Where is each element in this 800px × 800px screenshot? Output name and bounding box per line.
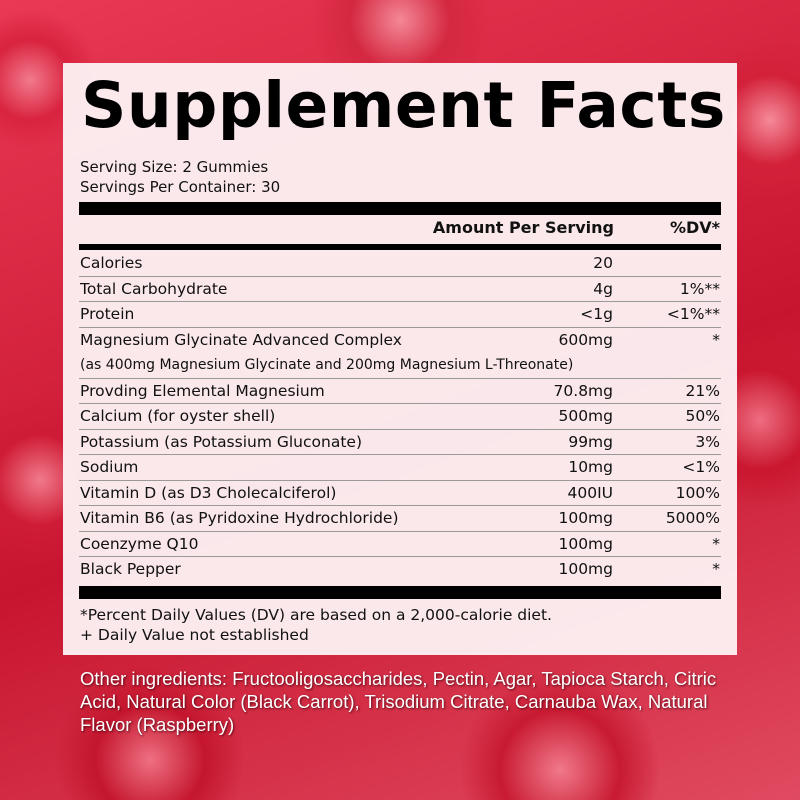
title: Supplement Facts bbox=[81, 69, 726, 142]
nutrient-amount: 10mg bbox=[568, 458, 613, 476]
divider-bottom bbox=[79, 586, 721, 599]
nutrient-name: Provding Elemental Magnesium bbox=[80, 381, 325, 400]
nutrient-dv: 3% bbox=[695, 432, 720, 451]
nutrient-dv: <1%** bbox=[666, 305, 720, 323]
table-row: Provding Elemental Magnesium 70.8mg 21% bbox=[79, 379, 721, 404]
table-row: Protein <1g <1%** bbox=[79, 302, 721, 328]
table-row: Potassium (as Potassium Gluconate) 99mg 3% bbox=[79, 430, 721, 455]
nutrient-dv: 21% bbox=[685, 381, 720, 400]
nutrient-name: Calories bbox=[80, 254, 143, 272]
nutrient-name: Coenzyme Q10 bbox=[80, 534, 199, 553]
nutrient-dv: <1% bbox=[682, 458, 720, 476]
supplement-facts-panel: Supplement Facts Serving Size: 2 Gummies… bbox=[63, 63, 737, 655]
nutrient-amount: 600mg bbox=[558, 330, 613, 349]
table-row: Calcium (for oyster shell) 500mg 50% bbox=[79, 404, 721, 430]
nutrient-amount: <1g bbox=[580, 305, 613, 323]
nutrient-dv: * bbox=[712, 534, 720, 553]
nutrient-name: Calcium (for oyster shell) bbox=[80, 407, 276, 425]
nutrient-dv: * bbox=[712, 330, 720, 349]
servings-per-container: Servings Per Container: 30 bbox=[80, 178, 281, 196]
nutrient-detail: (as 400mg Magnesium Glycinate and 200mg … bbox=[80, 356, 574, 373]
nutrient-dv: * bbox=[712, 560, 720, 578]
table-row: Black Pepper 100mg * bbox=[79, 557, 721, 583]
nutrient-amount: 70.8mg bbox=[553, 381, 613, 400]
other-ingredients: Other ingredients: Fructooligosaccharide… bbox=[80, 668, 717, 735]
nutrient-amount: 100mg bbox=[558, 560, 613, 578]
nutrient-name: Vitamin D (as D3 Cholecalciferol) bbox=[80, 483, 337, 502]
nutrient-name: Total Carbohydrate bbox=[80, 279, 228, 298]
nutrient-dv: 1%** bbox=[679, 279, 720, 298]
table-row: Vitamin B6 (as Pyridoxine Hydrochloride)… bbox=[79, 506, 721, 532]
nutrient-amount: 400IU bbox=[567, 483, 613, 502]
footnote-not-established: + Daily Value not established bbox=[80, 626, 309, 644]
header-dv: %DV* bbox=[669, 218, 720, 237]
divider-thick bbox=[79, 202, 721, 215]
divider-medium bbox=[79, 244, 721, 250]
table-row: Coenzyme Q10 100mg * bbox=[79, 532, 721, 557]
nutrient-amount: 100mg bbox=[558, 509, 613, 527]
nutrient-name: Black Pepper bbox=[80, 560, 181, 578]
serving-size: Serving Size: 2 Gummies bbox=[80, 158, 269, 176]
nutrient-dv: 5000% bbox=[665, 509, 720, 527]
nutrient-dv: 50% bbox=[685, 407, 720, 425]
nutrient-amount: 500mg bbox=[558, 407, 613, 425]
table-row: Vitamin D (as D3 Cholecalciferol) 400IU 10… bbox=[79, 481, 721, 506]
table-row: Total Carbohydrate 4g 1%** bbox=[79, 277, 721, 302]
nutrient-name: Potassium (as Potassium Gluconate) bbox=[80, 432, 362, 451]
table-row: Magnesium Glycinate Advanced Complex (as … bbox=[79, 328, 721, 379]
nutrient-dv: 100% bbox=[675, 483, 720, 502]
nutrient-name: Sodium bbox=[80, 458, 139, 476]
table-row: Calories 20 bbox=[79, 251, 721, 277]
nutrient-name: Magnesium Glycinate Advanced Complex bbox=[80, 330, 402, 349]
table-row: Sodium 10mg <1% bbox=[79, 455, 721, 481]
nutrient-amount: 100mg bbox=[558, 534, 613, 553]
nutrient-amount: 20 bbox=[593, 254, 613, 272]
nutrient-name: Vitamin B6 (as Pyridoxine Hydrochloride) bbox=[80, 509, 399, 527]
nutrient-name: Protein bbox=[80, 305, 135, 323]
footnote-dv: *Percent Daily Values (DV) are based on … bbox=[80, 606, 552, 624]
nutrient-amount: 4g bbox=[593, 279, 613, 298]
header-amount: Amount Per Serving bbox=[432, 218, 614, 237]
nutrient-amount: 99mg bbox=[568, 432, 613, 451]
